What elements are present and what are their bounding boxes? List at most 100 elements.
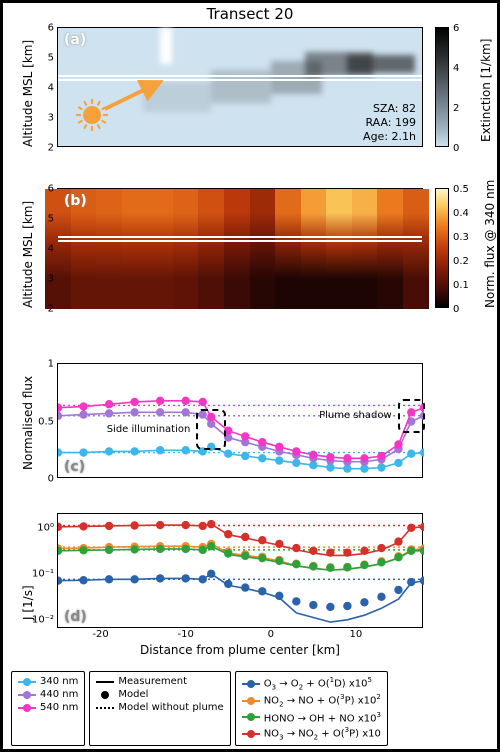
line-icon — [96, 681, 114, 683]
model-dot — [326, 456, 334, 464]
model-dot — [79, 410, 87, 418]
model-dot — [241, 438, 249, 446]
legend-item: 540 nm — [18, 702, 78, 713]
legend-dot-icon — [247, 730, 255, 738]
panel-label-a: (a) — [64, 32, 86, 48]
model-dot — [156, 397, 164, 405]
model-dot — [224, 548, 232, 556]
model-dot — [394, 537, 402, 545]
flux-column — [377, 189, 403, 309]
legend-label: NO3 → NO2 + O(3P) x10 — [264, 726, 381, 741]
model-dot — [275, 456, 283, 464]
ylabel: Normalised flux — [21, 376, 35, 470]
model-dot — [258, 587, 266, 595]
model-dot — [275, 557, 283, 565]
model-dot — [105, 447, 113, 455]
model-dot — [407, 450, 415, 458]
model-dot — [343, 454, 351, 462]
flight-line — [58, 79, 422, 81]
model-dot — [360, 561, 368, 569]
legend-item: NO2 → NO + O(3P) x102 — [242, 693, 381, 708]
legend-dot-icon — [23, 704, 31, 712]
panel-label: (d) — [64, 609, 87, 625]
model-dot — [79, 576, 87, 584]
model-dot — [156, 521, 164, 529]
model-dot — [326, 463, 334, 471]
meas-line — [58, 524, 424, 555]
cbar-tick: 4 — [453, 63, 459, 74]
model-dot — [275, 592, 283, 600]
flux-column — [198, 189, 224, 309]
model-dot — [198, 546, 206, 554]
legend-label: HONO → OH + NO x103 — [264, 711, 381, 724]
model-dot — [156, 574, 164, 582]
model-dot — [181, 446, 189, 454]
legend-linetypes: Measurement Model Model without plume — [89, 671, 230, 746]
model-dot — [360, 598, 368, 606]
legend-label: 340 nm — [40, 676, 78, 687]
model-dot — [58, 577, 62, 585]
xtick: 0 — [268, 627, 274, 640]
sun-icon — [76, 99, 108, 131]
model-dot — [58, 448, 62, 456]
legend-item: Model without plume — [96, 702, 223, 713]
flux-column — [326, 189, 352, 309]
legend-item: Model — [96, 689, 223, 700]
highlight-box — [398, 399, 425, 434]
model-dot — [130, 408, 138, 416]
model-dot — [377, 452, 385, 460]
legend-label: NO2 → NO + O(3P) x102 — [264, 693, 381, 708]
model-dot — [407, 547, 415, 555]
model-dot — [258, 554, 266, 562]
panel-a: 23456(a)SZA: 82RAA: 199Age: 2.1h — [57, 27, 423, 147]
model-dot — [181, 408, 189, 416]
panel_d-svg — [58, 514, 424, 629]
flux-column — [224, 189, 250, 309]
model-dot — [241, 552, 249, 560]
legend-row: 340 nm 440 nm 540 nm Measurement Model Model … — [11, 671, 489, 746]
model-dot — [407, 578, 415, 586]
legend-label: 440 nm — [40, 689, 78, 700]
model-dot — [377, 463, 385, 471]
model-dot — [360, 560, 368, 568]
model-dot — [79, 522, 87, 530]
model-dot — [198, 522, 206, 530]
model-dot — [224, 530, 232, 538]
model-dot — [198, 543, 206, 551]
model-dot — [130, 521, 138, 529]
model-dot — [394, 586, 402, 594]
ytick: 10⁰ — [28, 522, 58, 533]
model-dot — [181, 574, 189, 582]
model-dot — [309, 562, 317, 570]
model-dot — [292, 447, 300, 455]
model-dot — [58, 547, 62, 555]
cbar-label-b: Norm. flux @ 340 nm — [483, 180, 497, 308]
legend-item: Measurement — [96, 676, 223, 687]
model-dot — [207, 542, 215, 550]
model-dot — [377, 557, 385, 565]
legend-dot-icon — [247, 697, 255, 705]
model-dot — [224, 450, 232, 458]
meas-line — [58, 447, 424, 469]
legend-swatch — [242, 683, 260, 685]
box-label: Side illumination — [80, 424, 190, 435]
model-dot — [360, 458, 368, 466]
model-dot — [156, 545, 164, 553]
ytick: 0 — [28, 474, 58, 485]
legend-swatch — [18, 707, 36, 709]
xtick: -10 — [178, 627, 194, 640]
model-dot — [292, 451, 300, 459]
cbar-tick: 0.5 — [453, 184, 469, 195]
flight-line — [58, 236, 422, 238]
model-dot — [224, 549, 232, 557]
panel-label-b: (b) — [64, 193, 87, 209]
model-dot — [156, 408, 164, 416]
model-dot — [79, 544, 87, 552]
model-dot — [105, 546, 113, 554]
plume-block — [160, 28, 172, 64]
model-dot — [326, 453, 334, 461]
model-dot — [343, 563, 351, 571]
panel_c: 00.51(c)Side illuminationPlume shadow — [57, 363, 423, 478]
legend-dot-icon — [23, 678, 31, 686]
cbar-tick: 0 — [453, 304, 459, 315]
